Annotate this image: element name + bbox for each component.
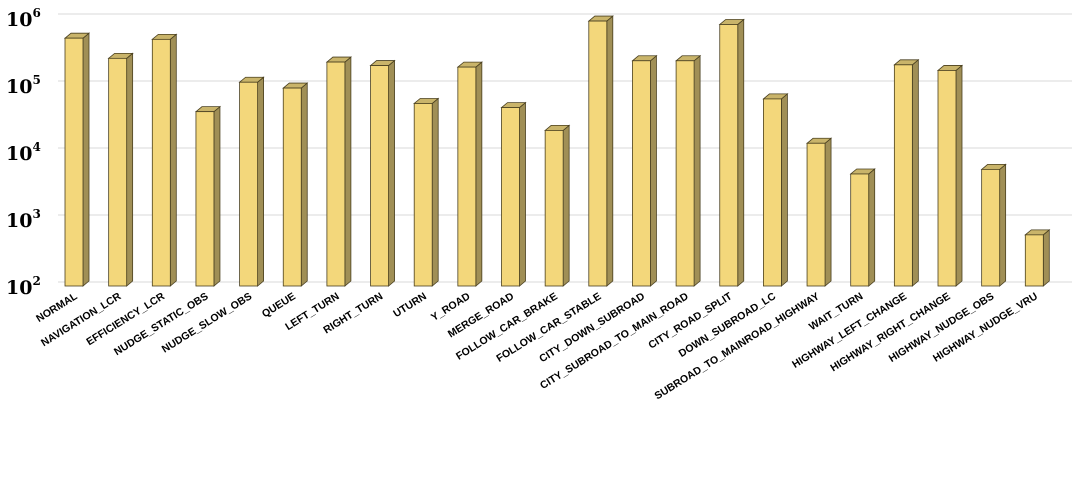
bar-side bbox=[999, 163, 1007, 287]
bar-wait-turn bbox=[849, 168, 876, 287]
x-tick-label: NAVIGATION_LCR bbox=[39, 290, 124, 349]
bar-front bbox=[675, 60, 695, 287]
y-tick-exponent: 4 bbox=[32, 140, 40, 154]
bar-city-subroad-to-main-road bbox=[674, 54, 702, 287]
bar-series bbox=[63, 15, 1051, 287]
bar-side bbox=[388, 59, 395, 287]
bar-side bbox=[344, 56, 352, 287]
bar-side bbox=[431, 97, 439, 287]
bar-side bbox=[737, 18, 745, 287]
bar-side bbox=[213, 105, 221, 287]
bar-side bbox=[169, 33, 177, 287]
y-tick-base: 10 bbox=[6, 277, 32, 299]
y-tick-base: 10 bbox=[6, 210, 32, 232]
bar-side bbox=[911, 58, 919, 287]
y-tick-exponent: 5 bbox=[32, 73, 40, 87]
bar-side bbox=[300, 82, 308, 287]
y-tick-base: 10 bbox=[6, 76, 32, 98]
bar-side bbox=[606, 15, 614, 287]
bar-highway-left-change bbox=[893, 58, 920, 287]
bar-follow-car-brake bbox=[544, 124, 571, 287]
bar-front bbox=[719, 24, 739, 287]
bar-city-road-split bbox=[718, 18, 745, 287]
bar-normal bbox=[63, 32, 91, 287]
bar-highway-nudge-obs bbox=[980, 163, 1007, 287]
bar-side bbox=[475, 61, 483, 287]
bar-city-down-subroad bbox=[631, 54, 658, 287]
y-tick-exponent: 2 bbox=[32, 274, 40, 288]
bar-side bbox=[82, 32, 90, 287]
bar-front bbox=[326, 61, 346, 287]
bar-front bbox=[588, 20, 608, 287]
bar-side bbox=[1042, 228, 1050, 287]
bar-side bbox=[562, 124, 570, 287]
bar-side bbox=[693, 54, 701, 287]
bar-front bbox=[239, 81, 259, 287]
bar-left-turn bbox=[325, 56, 353, 287]
bar-y-road bbox=[456, 61, 483, 287]
bar-subroad-to-mainroad-highway bbox=[805, 137, 833, 287]
bar-front bbox=[937, 70, 957, 287]
bar-front bbox=[632, 60, 651, 287]
y-tick-label: 106 bbox=[6, 6, 41, 31]
y-tick-label: 105 bbox=[6, 73, 41, 98]
y-tick-base: 10 bbox=[6, 9, 32, 31]
bar-front bbox=[457, 66, 477, 287]
bar-highway-right-change bbox=[936, 64, 964, 287]
bar-front bbox=[1024, 234, 1044, 287]
bar-side bbox=[126, 52, 134, 287]
x-tick-label: QUEUE bbox=[260, 290, 298, 320]
bar-front bbox=[108, 57, 128, 287]
bar-front bbox=[893, 64, 913, 287]
bar-side bbox=[955, 64, 963, 287]
bar-down-subroad-lc bbox=[762, 93, 789, 287]
bar-merge-road bbox=[500, 101, 527, 287]
y-tick-base: 10 bbox=[6, 143, 32, 165]
x-axis-ticks: NORMALNAVIGATION_LCREFFICIENCY_LCRNUDGE_… bbox=[34, 290, 1040, 402]
bar-follow-car-stable bbox=[587, 15, 614, 287]
bar-side bbox=[257, 76, 265, 287]
bar-side bbox=[650, 54, 657, 287]
bar-side bbox=[519, 101, 526, 287]
bar-nudge-static-obs bbox=[194, 105, 222, 287]
bar-side bbox=[868, 168, 876, 287]
bar-front bbox=[544, 130, 564, 287]
bar-navigation-lcr bbox=[107, 52, 134, 287]
y-tick-exponent: 6 bbox=[32, 6, 40, 20]
bar-right-turn bbox=[369, 59, 396, 287]
bar-side bbox=[824, 137, 832, 287]
bar-front bbox=[282, 87, 302, 287]
bar-front bbox=[64, 37, 84, 287]
bar-highway-nudge-vru bbox=[1024, 228, 1051, 287]
bar-front bbox=[501, 107, 520, 287]
bar-queue bbox=[282, 82, 309, 287]
bar-nudge-slow-obs bbox=[238, 76, 265, 287]
bar-uturn bbox=[413, 97, 440, 287]
y-tick-label: 102 bbox=[6, 274, 41, 299]
y-tick-label: 104 bbox=[6, 140, 41, 165]
bar-front bbox=[370, 65, 389, 287]
y-tick-label: 103 bbox=[6, 207, 41, 232]
bar-front bbox=[806, 142, 826, 287]
bar-front bbox=[413, 103, 433, 287]
bar-side bbox=[781, 93, 788, 287]
bar-front bbox=[850, 173, 870, 287]
bar-front bbox=[763, 98, 782, 287]
bar-efficiency-lcr bbox=[151, 33, 178, 287]
bar-front bbox=[195, 111, 215, 287]
bar-front bbox=[151, 38, 171, 287]
bar-front bbox=[981, 168, 1001, 287]
x-tick-label: UTURN bbox=[391, 290, 429, 320]
y-tick-exponent: 3 bbox=[32, 207, 40, 221]
